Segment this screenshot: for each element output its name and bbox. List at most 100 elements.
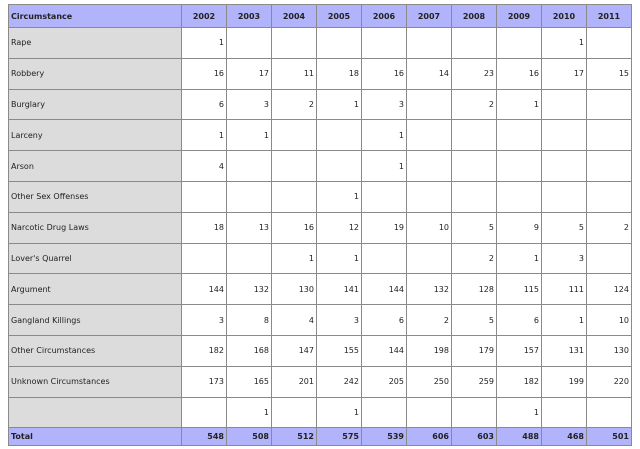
table-cell: 4 bbox=[271, 304, 317, 336]
total-cell: 508 bbox=[226, 427, 272, 447]
row-label: Burglary bbox=[8, 88, 182, 121]
row-label: Argument bbox=[8, 273, 182, 306]
table-cell: 168 bbox=[226, 334, 272, 367]
column-header-year: 2006 bbox=[361, 4, 407, 28]
table-cell: 1 bbox=[316, 242, 362, 275]
table-cell: 1 bbox=[541, 304, 587, 336]
table-cell bbox=[541, 119, 587, 152]
table-cell: 17 bbox=[226, 57, 272, 90]
table-cell bbox=[226, 27, 272, 59]
table-cell: 13 bbox=[226, 211, 272, 244]
table-cell bbox=[316, 119, 362, 152]
table-cell: 1 bbox=[271, 242, 317, 275]
row-label: Robbery bbox=[8, 57, 182, 90]
table-cell: 16 bbox=[181, 57, 227, 90]
table-cell bbox=[451, 27, 497, 59]
table-cell bbox=[181, 242, 227, 275]
table-cell bbox=[451, 119, 497, 152]
table-cell: 3 bbox=[226, 88, 272, 121]
table-cell: 18 bbox=[316, 57, 362, 90]
table-cell bbox=[406, 396, 452, 429]
table-cell bbox=[271, 396, 317, 429]
table-cell bbox=[226, 180, 272, 213]
table-cell: 198 bbox=[406, 334, 452, 367]
table-cell: 1 bbox=[316, 88, 362, 121]
table-cell: 2 bbox=[451, 242, 497, 275]
table-cell: 16 bbox=[271, 211, 317, 244]
table-cell: 141 bbox=[316, 273, 362, 306]
table-cell bbox=[451, 150, 497, 182]
table-cell: 259 bbox=[451, 365, 497, 398]
table-cell: 155 bbox=[316, 334, 362, 367]
table-cell: 220 bbox=[586, 365, 632, 398]
table-row: Larceny 1 1 1 bbox=[8, 119, 632, 152]
circumstance-table: Circumstance 2002 2003 2004 2005 2006 2007 2008… bbox=[8, 4, 632, 447]
table-cell bbox=[361, 27, 407, 59]
table-cell bbox=[406, 242, 452, 275]
table-row: Arson 4 1 bbox=[8, 150, 632, 182]
table-cell: 1 bbox=[226, 119, 272, 152]
table-cell: 6 bbox=[181, 88, 227, 121]
column-header-year: 2004 bbox=[271, 4, 317, 28]
table-cell: 18 bbox=[181, 211, 227, 244]
table-cell: 19 bbox=[361, 211, 407, 244]
table-cell: 11 bbox=[271, 57, 317, 90]
table-cell: 9 bbox=[496, 211, 542, 244]
table-cell bbox=[271, 27, 317, 59]
table-cell: 201 bbox=[271, 365, 317, 398]
table-cell bbox=[586, 27, 632, 59]
table-cell: 23 bbox=[451, 57, 497, 90]
table-cell bbox=[586, 180, 632, 213]
row-label: Rape bbox=[8, 27, 182, 59]
table-cell: 147 bbox=[271, 334, 317, 367]
table-cell bbox=[496, 180, 542, 213]
total-cell: 603 bbox=[451, 427, 497, 447]
total-cell: 539 bbox=[361, 427, 407, 447]
table-cell: 3 bbox=[541, 242, 587, 275]
table-cell: 144 bbox=[361, 273, 407, 306]
table-cell: 165 bbox=[226, 365, 272, 398]
table-cell bbox=[406, 27, 452, 59]
table-cell bbox=[406, 150, 452, 182]
table-cell bbox=[451, 396, 497, 429]
table-cell: 144 bbox=[361, 334, 407, 367]
table-cell: 1 bbox=[496, 88, 542, 121]
table-cell: 1 bbox=[361, 150, 407, 182]
table-cell: 2 bbox=[406, 304, 452, 336]
table-cell: 5 bbox=[541, 211, 587, 244]
table-row: Rape 1 1 bbox=[8, 27, 632, 59]
table-cell bbox=[451, 180, 497, 213]
table-cell bbox=[586, 150, 632, 182]
table-cell bbox=[406, 88, 452, 121]
table-cell: 131 bbox=[541, 334, 587, 367]
table-cell: 1 bbox=[361, 119, 407, 152]
table-cell: 132 bbox=[226, 273, 272, 306]
header-row: Circumstance 2002 2003 2004 2005 2006 2007 2008… bbox=[8, 4, 632, 28]
table-cell bbox=[541, 396, 587, 429]
table-cell: 130 bbox=[586, 334, 632, 367]
total-label: Total bbox=[8, 427, 182, 447]
table-cell: 2 bbox=[451, 88, 497, 121]
table-cell: 14 bbox=[406, 57, 452, 90]
table-cell: 205 bbox=[361, 365, 407, 398]
table-cell bbox=[496, 27, 542, 59]
table-cell: 242 bbox=[316, 365, 362, 398]
column-header-year: 2002 bbox=[181, 4, 227, 28]
table-row: 1 1 1 bbox=[8, 396, 632, 429]
table-cell bbox=[226, 242, 272, 275]
total-cell: 512 bbox=[271, 427, 317, 447]
table-cell: 3 bbox=[181, 304, 227, 336]
row-label bbox=[8, 396, 182, 429]
row-label: Narcotic Drug Laws bbox=[8, 211, 182, 244]
table-cell bbox=[586, 119, 632, 152]
table-cell: 8 bbox=[226, 304, 272, 336]
table-cell bbox=[361, 180, 407, 213]
column-header-year: 2007 bbox=[406, 4, 452, 28]
table-cell bbox=[406, 180, 452, 213]
table-row: Burglary 6 3 2 1 3 2 1 bbox=[8, 88, 632, 121]
table-cell bbox=[271, 119, 317, 152]
table-cell: 1 bbox=[316, 180, 362, 213]
total-cell: 575 bbox=[316, 427, 362, 447]
table-cell bbox=[181, 180, 227, 213]
table-cell bbox=[496, 119, 542, 152]
